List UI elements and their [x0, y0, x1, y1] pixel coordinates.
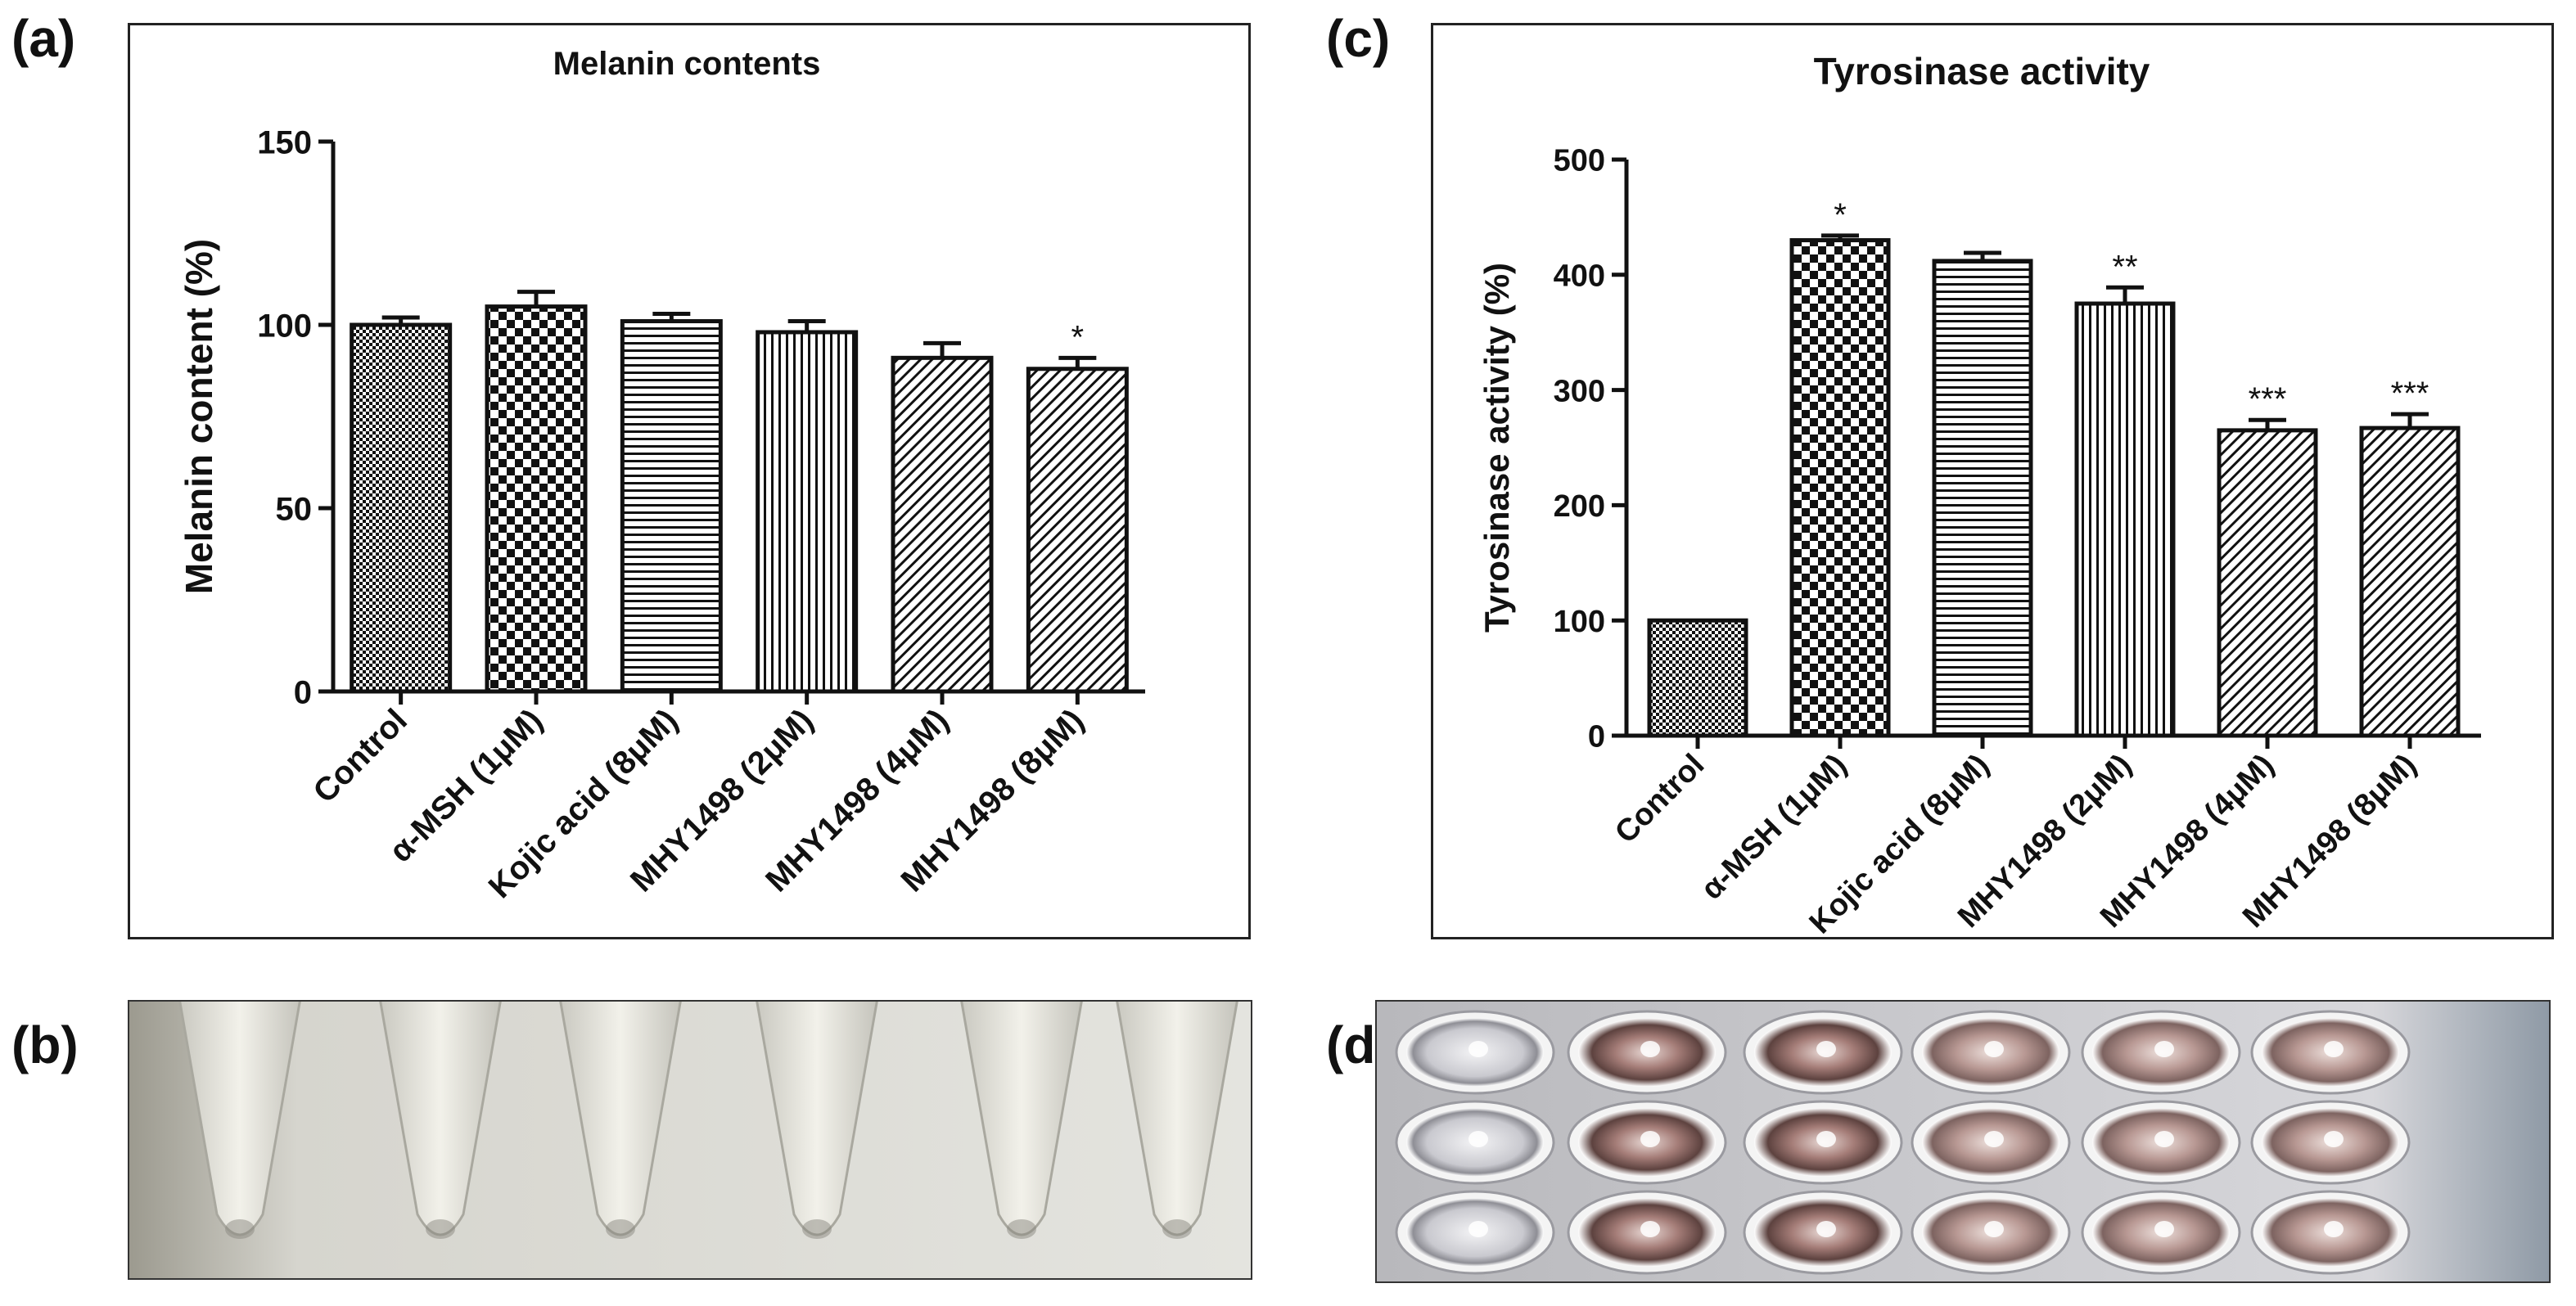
well: [1743, 1100, 1903, 1185]
well: [1567, 1100, 1727, 1185]
tube: [379, 1002, 502, 1239]
well: [1743, 1010, 1903, 1095]
y-tick-label: 50: [276, 491, 313, 527]
well: [2250, 1010, 2411, 1095]
y-tick-label: 150: [257, 124, 312, 160]
y-tick-label: 0: [294, 674, 312, 710]
well: [2081, 1010, 2241, 1095]
tube: [756, 1002, 878, 1239]
well: [2250, 1190, 2411, 1275]
well: [2081, 1100, 2241, 1185]
well: [1395, 1010, 1555, 1095]
wellplate-image: [1377, 1002, 2549, 1281]
tube: [178, 1002, 301, 1239]
well: [1911, 1010, 2071, 1095]
y-axis-label: Tyrosinase activity (%): [1477, 263, 1516, 633]
tyrosinase-chart: Tyrosinase activity Tyrosinase activity (…: [1477, 50, 2481, 940]
melanin-chart-frame: Melanin contents Melanin content (%) 0 50 10…: [128, 23, 1251, 939]
bar-mhy1498-8-m: [1026, 367, 1129, 694]
well: [1743, 1190, 1903, 1275]
tube: [559, 1002, 682, 1239]
y-tick-label: 100: [257, 308, 312, 344]
panel-label-b: (b): [11, 1016, 79, 1074]
y-tick-label: 300: [1554, 374, 1605, 408]
bar-msh-1-m: [1789, 238, 1891, 738]
bar-msh-1-m: [485, 304, 588, 694]
bar-mhy1498-8-m: [2359, 426, 2461, 738]
tyrosinase-wellplate-photo: [1375, 1000, 2551, 1283]
chart-title: Melanin contents: [553, 46, 821, 82]
significance-marker: *: [1071, 319, 1085, 355]
bar-mhy1498-2-m: [756, 330, 859, 694]
significance-marker: *: [1834, 197, 1847, 233]
well: [1567, 1010, 1727, 1095]
y-tick-label: 100: [1554, 605, 1605, 639]
bar-control: [1647, 618, 1748, 738]
x-tick-label-msh-1-m: α-MSH (1μM): [1694, 748, 1853, 907]
x-tick-label-control: Control: [306, 702, 414, 810]
bar-control: [350, 322, 453, 694]
y-tick-label: 500: [1554, 144, 1605, 178]
well: [1911, 1100, 2071, 1185]
significance-marker: **: [2112, 249, 2137, 285]
chart-title: Tyrosinase activity: [1814, 50, 2150, 92]
tube: [1116, 1002, 1238, 1239]
panel-label-a: (a): [11, 9, 76, 68]
melanin-tubes-photo: [128, 1000, 1252, 1280]
y-axis-label: Melanin content (%): [178, 239, 220, 594]
panel-label-c: (c): [1326, 9, 1391, 68]
well: [1911, 1190, 2071, 1275]
bar-mhy1498-4-m: [891, 355, 994, 694]
bar-mhy1498-4-m: [2217, 428, 2318, 738]
melanin-chart: Melanin contents Melanin content (%) 0 50 10…: [178, 46, 1145, 905]
well: [1395, 1190, 1555, 1275]
y-tick-label: 200: [1554, 489, 1605, 524]
bar-mhy1498-2-m: [2074, 301, 2176, 738]
well: [1567, 1190, 1727, 1275]
tube: [960, 1002, 1083, 1239]
significance-marker: ***: [2391, 376, 2429, 412]
well: [2250, 1100, 2411, 1185]
x-tick-label-control: Control: [1608, 748, 1711, 850]
y-tick-label: 0: [1588, 720, 1605, 754]
tyrosinase-chart-frame: Tyrosinase activity Tyrosinase activity (…: [1431, 23, 2554, 940]
significance-marker: ***: [2249, 381, 2287, 417]
well: [1395, 1100, 1555, 1185]
tubes-image: [129, 1002, 1251, 1278]
bar-kojic-acid-8-m: [620, 319, 723, 694]
well: [2081, 1190, 2241, 1275]
bar-kojic-acid-8-m: [1932, 259, 2033, 738]
y-tick-label: 400: [1554, 259, 1605, 293]
